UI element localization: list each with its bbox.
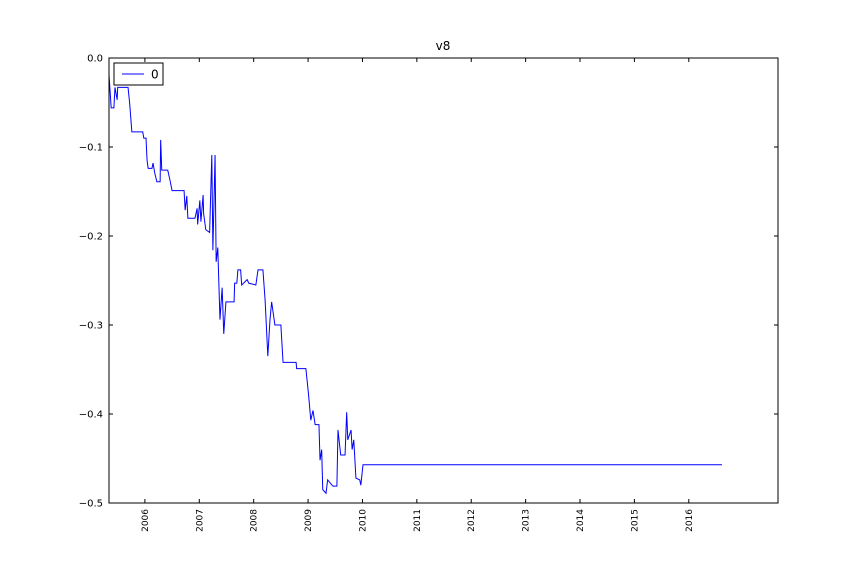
x-tick-label: 2011 bbox=[413, 509, 423, 532]
x-tick-label: 2008 bbox=[250, 509, 260, 532]
y-tick-label: −0.2 bbox=[79, 232, 103, 243]
x-tick-label: 2010 bbox=[358, 509, 368, 532]
y-tick-label: −0.3 bbox=[79, 321, 103, 332]
x-tick-label: 2009 bbox=[304, 509, 314, 532]
x-tick-label: 2006 bbox=[141, 509, 151, 532]
x-tick-label: 2007 bbox=[195, 509, 205, 532]
x-tick-label: 2015 bbox=[630, 509, 640, 532]
x-tick-label: 2013 bbox=[522, 509, 532, 532]
x-tick-label: 2016 bbox=[685, 509, 695, 532]
x-tick-label: 2014 bbox=[576, 509, 586, 532]
plot-frame bbox=[108, 57, 779, 504]
legend: 0 bbox=[113, 62, 164, 86]
y-tick-label: −0.4 bbox=[79, 410, 103, 421]
y-tick-label: 0.0 bbox=[87, 54, 103, 65]
x-tick-label: 2012 bbox=[467, 509, 477, 532]
y-tick-label: −0.1 bbox=[79, 143, 103, 154]
y-tick-label: −0.5 bbox=[79, 499, 103, 510]
legend-label: 0 bbox=[151, 68, 159, 82]
data-line bbox=[108, 74, 722, 495]
chart-title: v8 bbox=[436, 39, 451, 53]
